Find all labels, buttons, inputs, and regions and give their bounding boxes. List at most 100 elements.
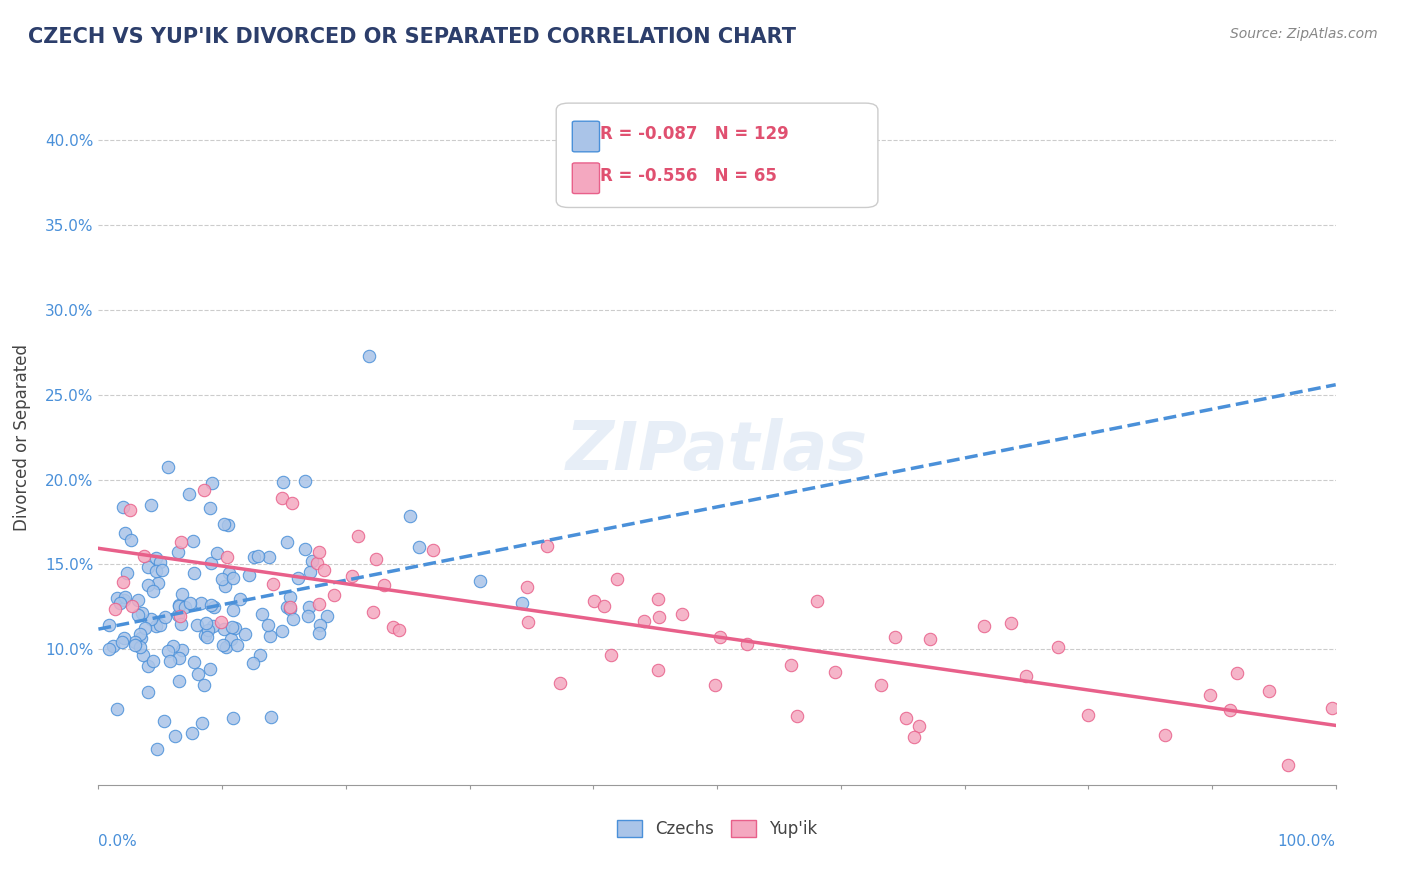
Point: [276, 534, 298, 549]
Point: [606, 572, 628, 586]
Point: [145, 550, 167, 565]
Point: [283, 612, 305, 626]
Point: [173, 599, 195, 614]
Point: [183, 566, 205, 580]
Text: 0.0%: 0.0%: [98, 834, 138, 848]
Point: [112, 593, 135, 607]
Point: [280, 599, 302, 614]
Point: [114, 526, 136, 541]
Point: [200, 599, 222, 613]
Point: [510, 596, 533, 610]
Point: [1219, 703, 1241, 717]
Point: [172, 642, 194, 657]
Point: [110, 596, 132, 610]
Point: [198, 662, 221, 676]
Point: [305, 557, 328, 571]
Point: [271, 491, 294, 505]
Point: [186, 618, 208, 632]
Point: [157, 644, 180, 658]
Point: [600, 648, 623, 662]
Point: [112, 500, 135, 515]
Point: [200, 557, 222, 571]
Point: [150, 563, 173, 577]
Point: [98, 617, 121, 632]
Text: CZECH VS YUP'IK DIVORCED OR SEPARATED CORRELATION CHART: CZECH VS YUP'IK DIVORCED OR SEPARATED CO…: [28, 27, 796, 46]
Point: [120, 533, 142, 547]
Point: [347, 529, 370, 543]
Point: [671, 607, 693, 622]
Point: [129, 631, 152, 645]
Point: [257, 550, 280, 565]
Point: [276, 599, 298, 614]
Point: [105, 591, 128, 605]
Y-axis label: Divorced or Separated: Divorced or Separated: [13, 343, 31, 531]
Point: [408, 540, 430, 554]
Point: [308, 545, 330, 559]
Point: [170, 534, 193, 549]
Point: [169, 608, 191, 623]
Point: [593, 599, 616, 613]
Point: [1320, 700, 1343, 714]
Point: [202, 599, 225, 614]
Point: [1277, 757, 1299, 772]
Point: [359, 349, 381, 363]
Point: [221, 620, 243, 634]
Point: [155, 609, 177, 624]
Point: [104, 602, 127, 616]
Point: [262, 577, 284, 591]
Point: [903, 731, 925, 745]
Text: Source: ZipAtlas.com: Source: ZipAtlas.com: [1230, 27, 1378, 41]
Point: [149, 555, 172, 569]
Point: [157, 460, 180, 475]
Point: [200, 475, 222, 490]
Point: [536, 539, 558, 553]
Point: [111, 574, 134, 589]
Point: [101, 639, 124, 653]
Point: [193, 483, 215, 497]
Point: [179, 596, 201, 610]
Point: [212, 622, 235, 636]
Point: [908, 719, 931, 733]
Point: [134, 622, 156, 636]
Point: [165, 729, 187, 743]
Point: [973, 619, 995, 633]
Point: [278, 590, 301, 604]
Point: [422, 542, 444, 557]
Point: [238, 568, 260, 582]
Point: [1198, 688, 1220, 702]
Point: [124, 635, 146, 649]
Point: [215, 640, 238, 655]
Point: [132, 648, 155, 662]
Point: [647, 663, 669, 677]
Point: [141, 612, 163, 626]
Point: [193, 678, 215, 692]
Point: [214, 516, 236, 531]
Point: [162, 639, 184, 653]
Point: [180, 725, 202, 739]
Point: [259, 629, 281, 643]
Point: [167, 607, 190, 622]
Point: [249, 648, 271, 662]
Point: [1258, 683, 1281, 698]
Point: [138, 559, 160, 574]
Point: [167, 599, 190, 613]
Point: [894, 711, 917, 725]
Point: [779, 658, 801, 673]
Point: [735, 637, 758, 651]
Point: [198, 500, 221, 515]
Point: [583, 593, 606, 607]
Point: [191, 716, 214, 731]
Point: [1153, 728, 1175, 742]
Point: [197, 624, 219, 638]
Point: [1225, 666, 1247, 681]
Point: [366, 552, 388, 566]
Point: [183, 655, 205, 669]
Point: [214, 579, 236, 593]
Point: [271, 624, 294, 638]
Point: [138, 578, 160, 592]
Point: [202, 619, 225, 633]
Point: [242, 656, 264, 670]
Point: [250, 607, 273, 621]
Point: [127, 607, 149, 622]
Point: [166, 545, 188, 559]
